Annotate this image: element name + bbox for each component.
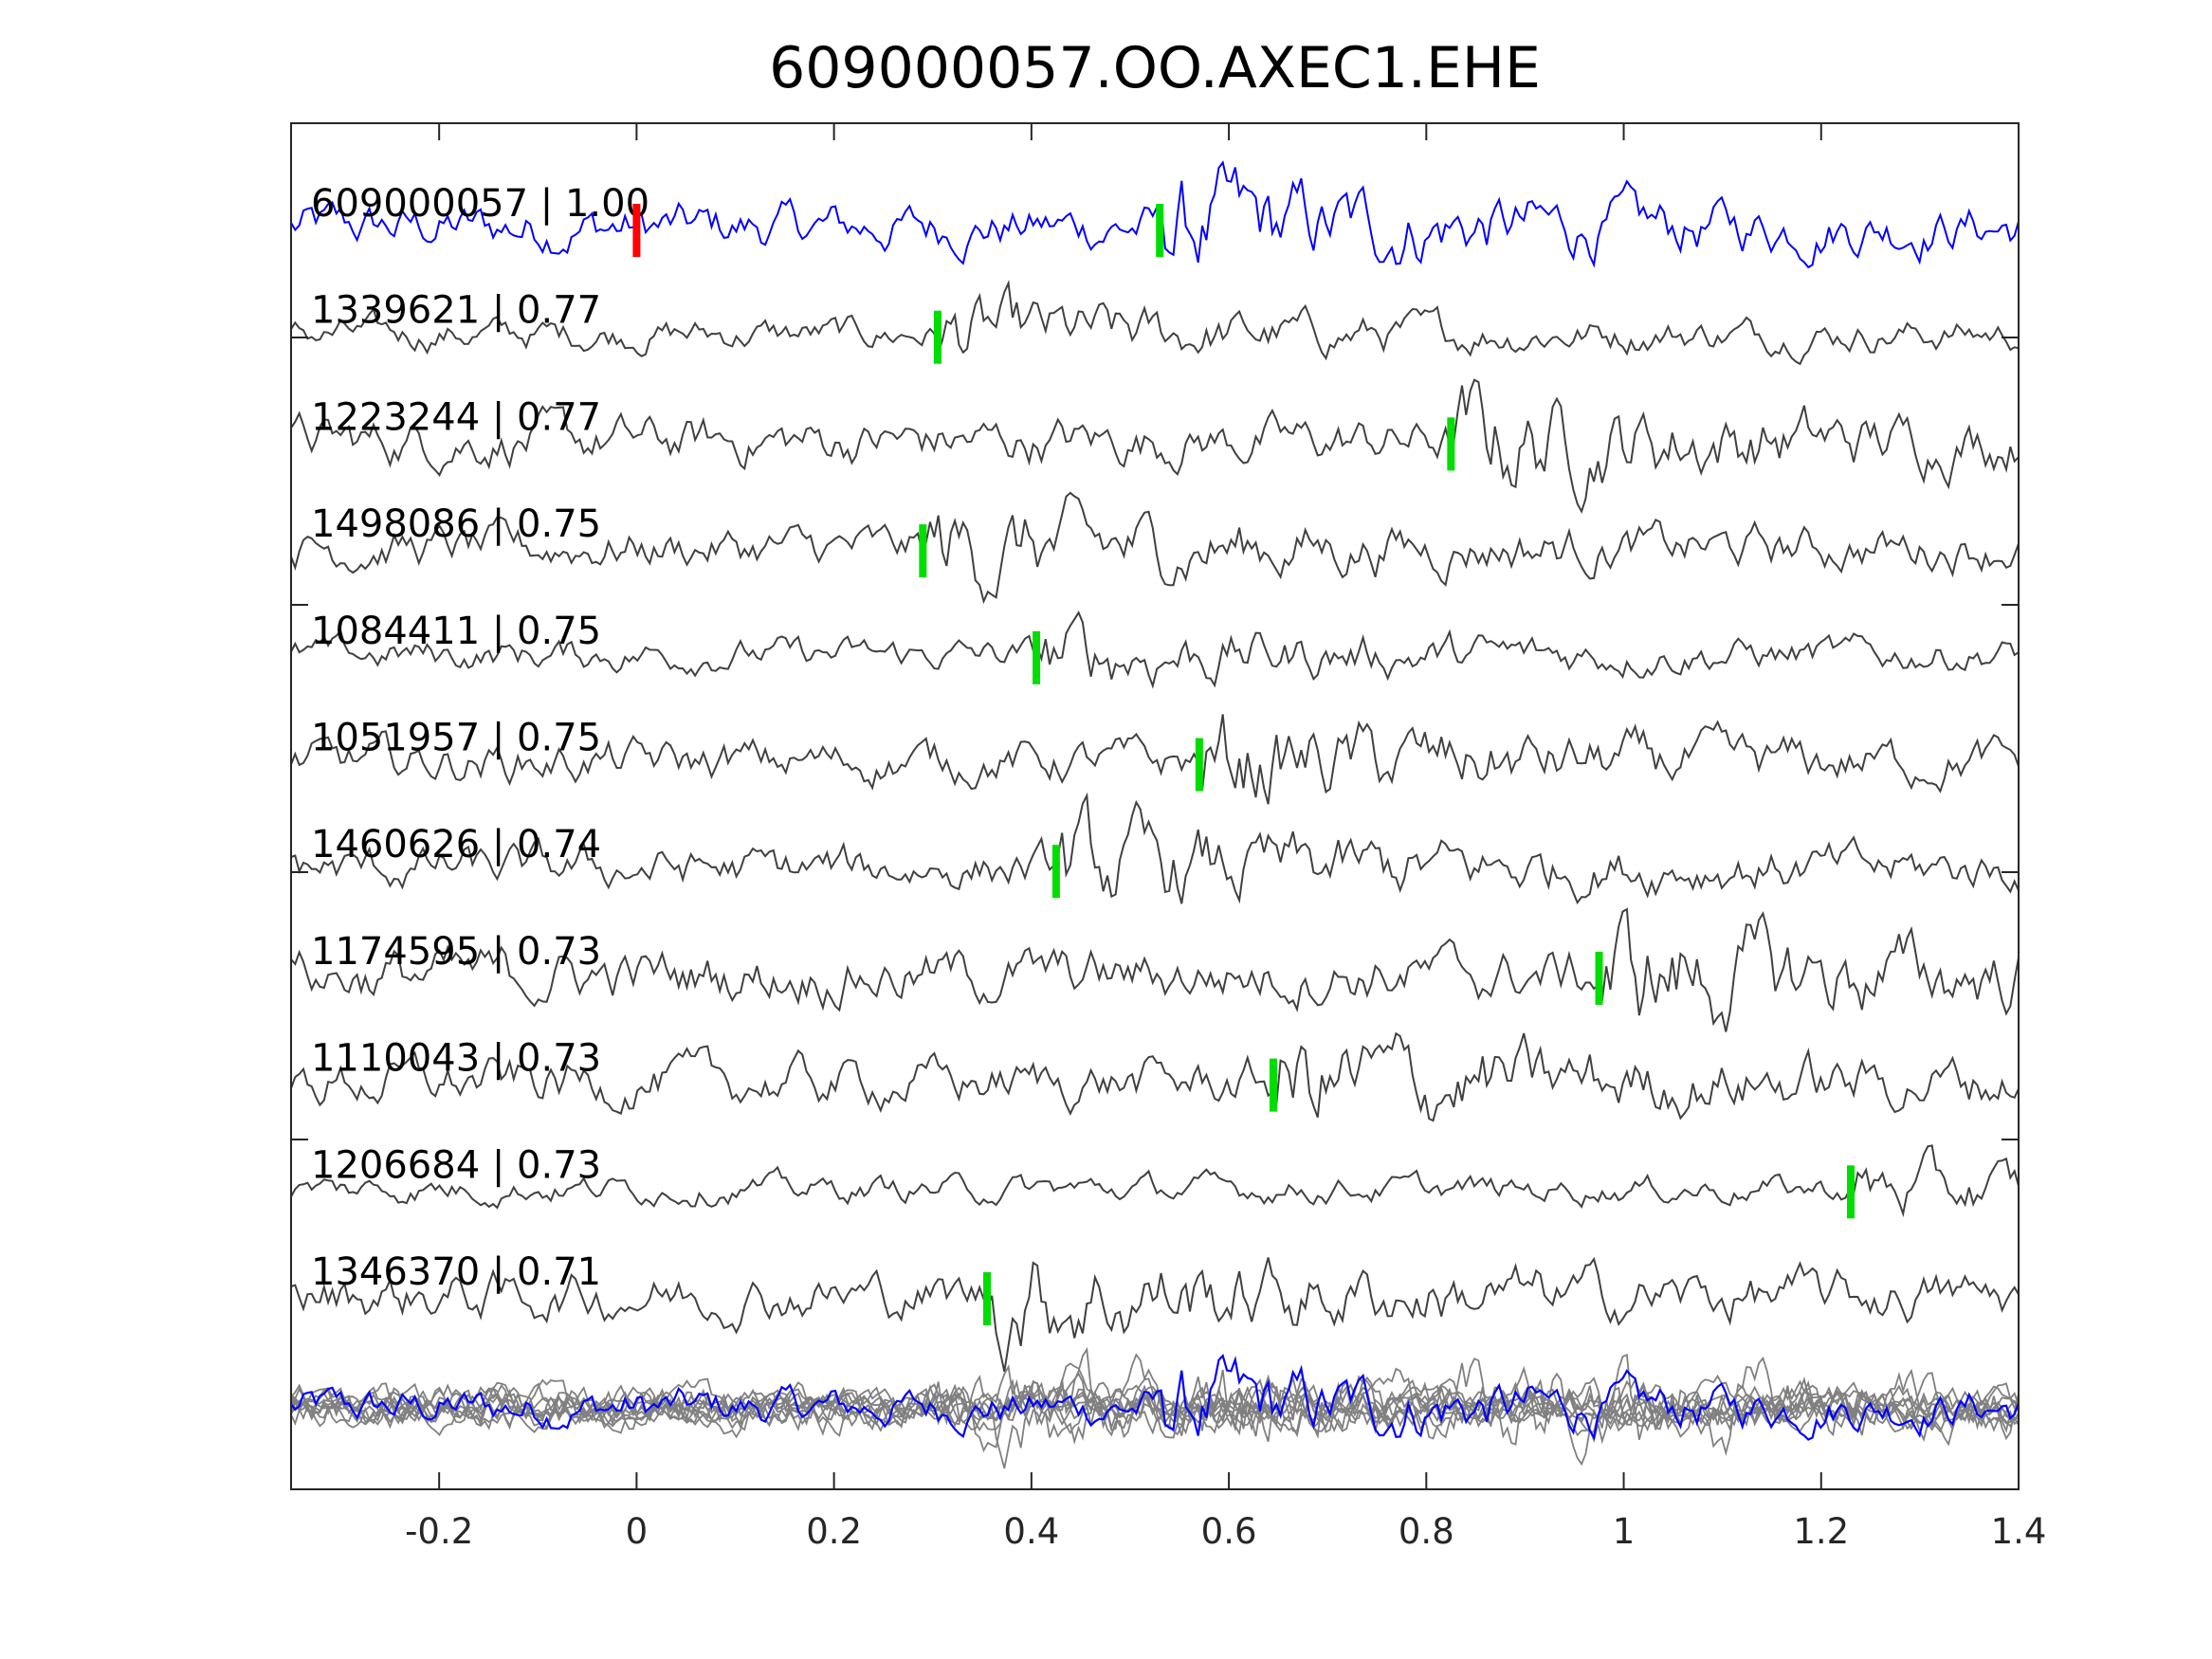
trace-line-1460626 bbox=[290, 792, 2020, 905]
trace-label-609000057: 609000057 | 1.00 bbox=[311, 182, 649, 226]
pick-marker-1084411 bbox=[1033, 630, 1041, 684]
x-tick-label: 1.2 bbox=[1793, 1511, 1849, 1552]
stack-line-5 bbox=[290, 1346, 2020, 1437]
trace-line-1346370 bbox=[290, 1256, 2020, 1373]
trace-label-1339621: 1339621 | 0.77 bbox=[311, 289, 601, 333]
trace-label-1110043: 1110043 | 0.73 bbox=[311, 1037, 601, 1081]
pick-marker-1460626 bbox=[1051, 845, 1060, 899]
pick-marker-1110043 bbox=[1269, 1058, 1277, 1112]
pick-marker-1174595 bbox=[1595, 951, 1603, 1005]
pick-marker-1339621 bbox=[933, 310, 941, 364]
pick-marker-1346370 bbox=[983, 1272, 992, 1325]
traces-group bbox=[290, 160, 2020, 1373]
x-tick-label: 0.4 bbox=[1003, 1511, 1059, 1552]
stack-line-2 bbox=[290, 1362, 2020, 1453]
trace-line-1051957 bbox=[290, 714, 2020, 805]
reference-pick-609000057 bbox=[632, 204, 641, 257]
trace-line-1110043 bbox=[290, 1031, 2020, 1122]
trace-line-1206684 bbox=[290, 1144, 2020, 1218]
trace-labels: 609000057 | 1.00 1339621 | 0.77 1223244 | … bbox=[311, 182, 649, 1294]
pick-marker-1206684 bbox=[1847, 1165, 1856, 1219]
trace-line-1084411 bbox=[290, 611, 2020, 689]
x-tick-label: 0.8 bbox=[1398, 1511, 1454, 1552]
stack-line-9 bbox=[290, 1374, 2020, 1469]
x-tick-label: -0.2 bbox=[405, 1511, 473, 1552]
pick-marker-1223244 bbox=[1447, 417, 1455, 471]
x-tick-label: 0.6 bbox=[1201, 1511, 1257, 1552]
trace-label-1206684: 1206684 | 0.73 bbox=[311, 1143, 601, 1187]
pick-marker-1498086 bbox=[919, 524, 927, 578]
x-tick-label: 1 bbox=[1613, 1511, 1636, 1552]
trace-label-1498086: 1498086 | 0.75 bbox=[311, 502, 601, 546]
trace-label-1051957: 1051957 | 0.75 bbox=[311, 717, 601, 760]
trace-label-1174595: 1174595 | 0.73 bbox=[311, 930, 601, 974]
stack-line-10 bbox=[290, 1353, 2020, 1441]
trace-line-1174595 bbox=[290, 907, 2020, 1032]
x-tick-label: 1.4 bbox=[1991, 1511, 2047, 1552]
pick-marker-1051957 bbox=[1195, 738, 1203, 792]
x-tick-label: 0 bbox=[626, 1511, 649, 1552]
trace-line-1223244 bbox=[290, 378, 2020, 515]
x-axis: -0.2 0 0.2 0.4 0.6 0.8 1 1.2 1.4 bbox=[291, 123, 2046, 1552]
stack-group bbox=[290, 1346, 2020, 1469]
chart-title: 609000057.OO.AXEC1.EHE bbox=[769, 35, 1541, 101]
pick-marker-609000057 bbox=[1156, 204, 1164, 257]
trace-line-1339621 bbox=[290, 280, 2020, 366]
stack-line-8 bbox=[290, 1372, 2020, 1431]
stack-line-3 bbox=[290, 1372, 2020, 1435]
trace-line-609000057 bbox=[290, 160, 2020, 269]
trace-label-1084411: 1084411 | 0.75 bbox=[311, 610, 601, 653]
pick-markers bbox=[632, 204, 1856, 1325]
x-tick-label: 0.2 bbox=[806, 1511, 862, 1552]
trace-label-1223244: 1223244 | 0.77 bbox=[311, 395, 601, 439]
trace-label-1346370: 1346370 | 0.71 bbox=[311, 1250, 601, 1294]
trace-line-1498086 bbox=[290, 491, 2020, 605]
plot-frame bbox=[290, 122, 2020, 1490]
trace-label-1460626: 1460626 | 0.74 bbox=[311, 823, 601, 866]
